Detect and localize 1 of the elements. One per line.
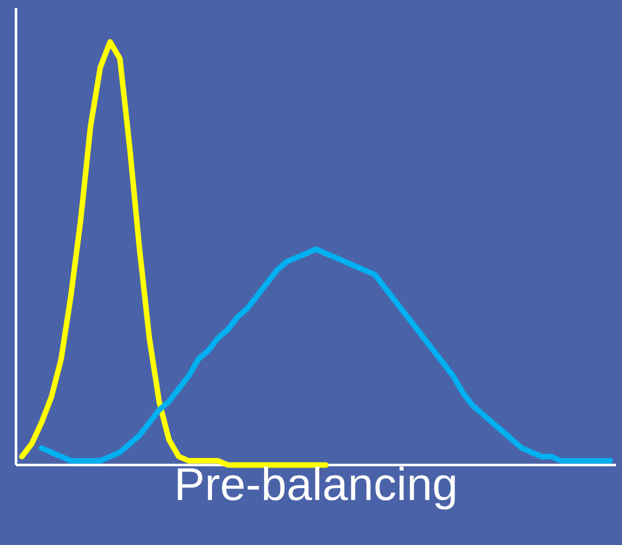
x-axis-title: Pre-balancing bbox=[178, 466, 455, 510]
